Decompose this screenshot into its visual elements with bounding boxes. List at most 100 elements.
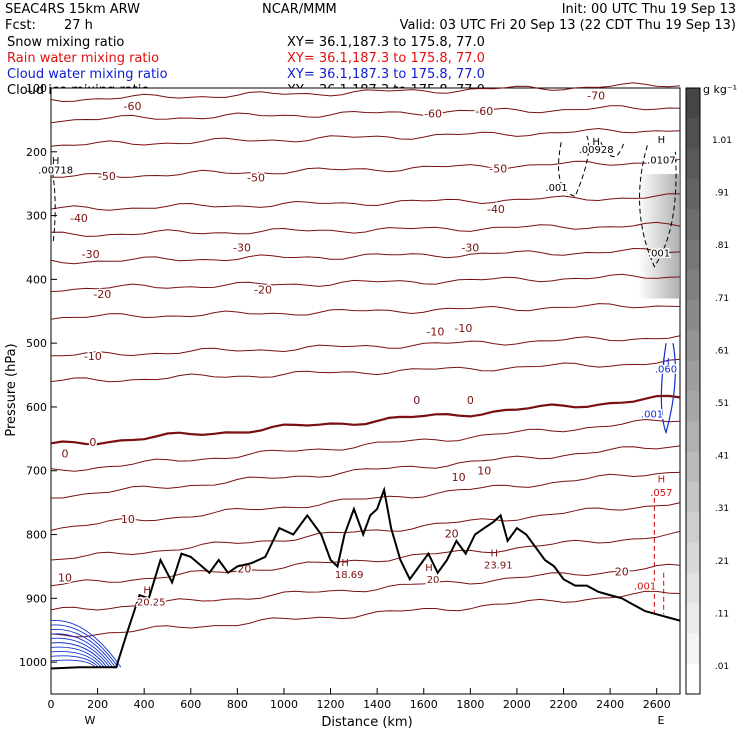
colorbar-cell <box>686 360 700 392</box>
x-tick-label: 2200 <box>550 698 578 711</box>
temperature-label: -30 <box>461 241 479 254</box>
snow-ice-label: .001 <box>648 249 670 260</box>
fcst-label: Fcst: <box>5 18 36 33</box>
cloud-water-contour <box>660 343 676 435</box>
cloud-water-contour <box>50 655 99 668</box>
colorbar-cell <box>686 330 700 362</box>
x-tick-label: 1400 <box>363 698 391 711</box>
x-tick-label: 200 <box>87 698 108 711</box>
model-title: SEAC4RS 15km ARW <box>5 2 140 17</box>
colorbar-unit: g kg⁻¹ <box>703 83 737 96</box>
rain-water-label: .057 <box>650 488 672 499</box>
field-name-snow: Snow mixing ratio <box>7 35 124 50</box>
temperature-contour <box>50 247 681 265</box>
temperature-label: 10 <box>452 471 466 484</box>
cloud-water-contour <box>50 628 116 668</box>
colorbar-label: .01 <box>715 662 729 672</box>
temperature-contour <box>50 563 681 611</box>
colorbar-cell <box>686 148 700 180</box>
snow-ice-label: .001 <box>545 183 567 194</box>
cloud-water-contour <box>50 633 113 668</box>
colorbar-label: .51 <box>715 399 729 409</box>
temperature-label: 10 <box>477 465 491 478</box>
temperature-label: 0 <box>413 394 420 407</box>
colorbar-cell <box>686 239 700 271</box>
field-xy-rain: XY= 36.1,187.3 to 175.8, 77.0 <box>287 51 485 66</box>
colorbar-label: .81 <box>715 241 729 251</box>
temperature-label: -40 <box>70 212 88 225</box>
high-marker: H <box>662 357 670 368</box>
temperature-label: 0 <box>467 394 474 407</box>
temperature-contour <box>50 335 681 357</box>
x-tick-label: 1800 <box>456 698 484 711</box>
y-tick-label: 700 <box>26 465 47 478</box>
cloud-water-contour <box>50 637 111 668</box>
temperature-contour <box>50 221 681 237</box>
init-time: Init: 00 UTC Thu 19 Sep 13 <box>562 2 736 17</box>
high-marker: H <box>658 135 666 146</box>
temperature-label: -60 <box>424 108 442 121</box>
temperature-label: -20 <box>254 284 272 297</box>
high-marker: H <box>592 137 600 148</box>
temperature-contour <box>50 590 681 638</box>
cloud-water-contour <box>50 646 105 668</box>
temperature-contour <box>50 158 681 178</box>
high-marker: H <box>52 156 60 167</box>
high-marker: H <box>491 549 499 560</box>
cloud-water-contour <box>50 650 102 668</box>
cloud-water-label: .001 <box>641 409 663 420</box>
x-tick-label: 400 <box>134 698 155 711</box>
snow-ice-contour <box>639 145 677 268</box>
cloud-water-label: .060 <box>655 365 677 376</box>
temperature-contour <box>50 82 681 103</box>
temperature-label: -60 <box>475 105 493 118</box>
colorbar-cell <box>686 178 700 210</box>
colorbar-label: .61 <box>715 346 729 356</box>
temperature-label: -10 <box>454 322 472 335</box>
colorbar-cell <box>686 391 700 422</box>
temperature-label: -70 <box>587 90 605 103</box>
snow-ice-label: .00928 <box>579 145 614 156</box>
temperature-label: 20 <box>615 566 629 579</box>
field-xy-snow: XY= 36.1,187.3 to 175.8, 77.0 <box>287 35 485 50</box>
temperature-contour <box>50 303 681 320</box>
temperature-label: 0 <box>61 448 68 461</box>
colorbar-cell <box>686 451 700 483</box>
endpoint-east: E <box>658 714 665 727</box>
colorbar-label: .21 <box>715 557 729 567</box>
colorbar-label: .31 <box>715 504 729 514</box>
colorbar-cell <box>686 542 700 574</box>
fcst-value: 27 h <box>64 18 93 33</box>
snow-ice-contour <box>558 135 590 198</box>
endpoint-west: W <box>85 714 96 727</box>
temperature-contour <box>50 471 681 531</box>
y-tick-label: 500 <box>26 337 47 350</box>
colorbar-cell <box>686 118 700 150</box>
terrain-profile <box>50 486 681 670</box>
snow-ice-label: .0107 <box>647 155 676 166</box>
maximum-label: 18.69 <box>335 570 364 581</box>
y-tick-label: 600 <box>26 401 47 414</box>
colorbar-label: .11 <box>715 609 729 619</box>
temperature-label: -10 <box>84 350 102 363</box>
temperature-label: 0 <box>89 436 96 449</box>
x-tick-label: 2000 <box>503 698 531 711</box>
high-marker: H <box>341 558 349 569</box>
y-tick-label: 100 <box>26 82 47 95</box>
temperature-label: -20 <box>93 288 111 301</box>
colorbar-cell <box>686 663 700 695</box>
colorbar-cell <box>686 269 700 301</box>
temperature-label: -30 <box>82 248 100 261</box>
cloud-water-contour <box>50 659 97 668</box>
temperature-contour <box>50 358 681 383</box>
y-tick-label: 300 <box>26 210 47 223</box>
org-label: NCAR/MMM <box>262 2 337 17</box>
temperature-label: 10 <box>121 513 135 526</box>
colorbar-cell <box>686 512 700 543</box>
field-name-cloudwater: Cloud water mixing ratio <box>7 67 168 82</box>
colorbar-cell <box>686 633 700 665</box>
y-axis-title: Pressure (hPa) <box>4 343 19 436</box>
field-xy-cloudwater: XY= 36.1,187.3 to 175.8, 77.0 <box>287 67 485 82</box>
colorbar-label: .41 <box>715 452 729 462</box>
